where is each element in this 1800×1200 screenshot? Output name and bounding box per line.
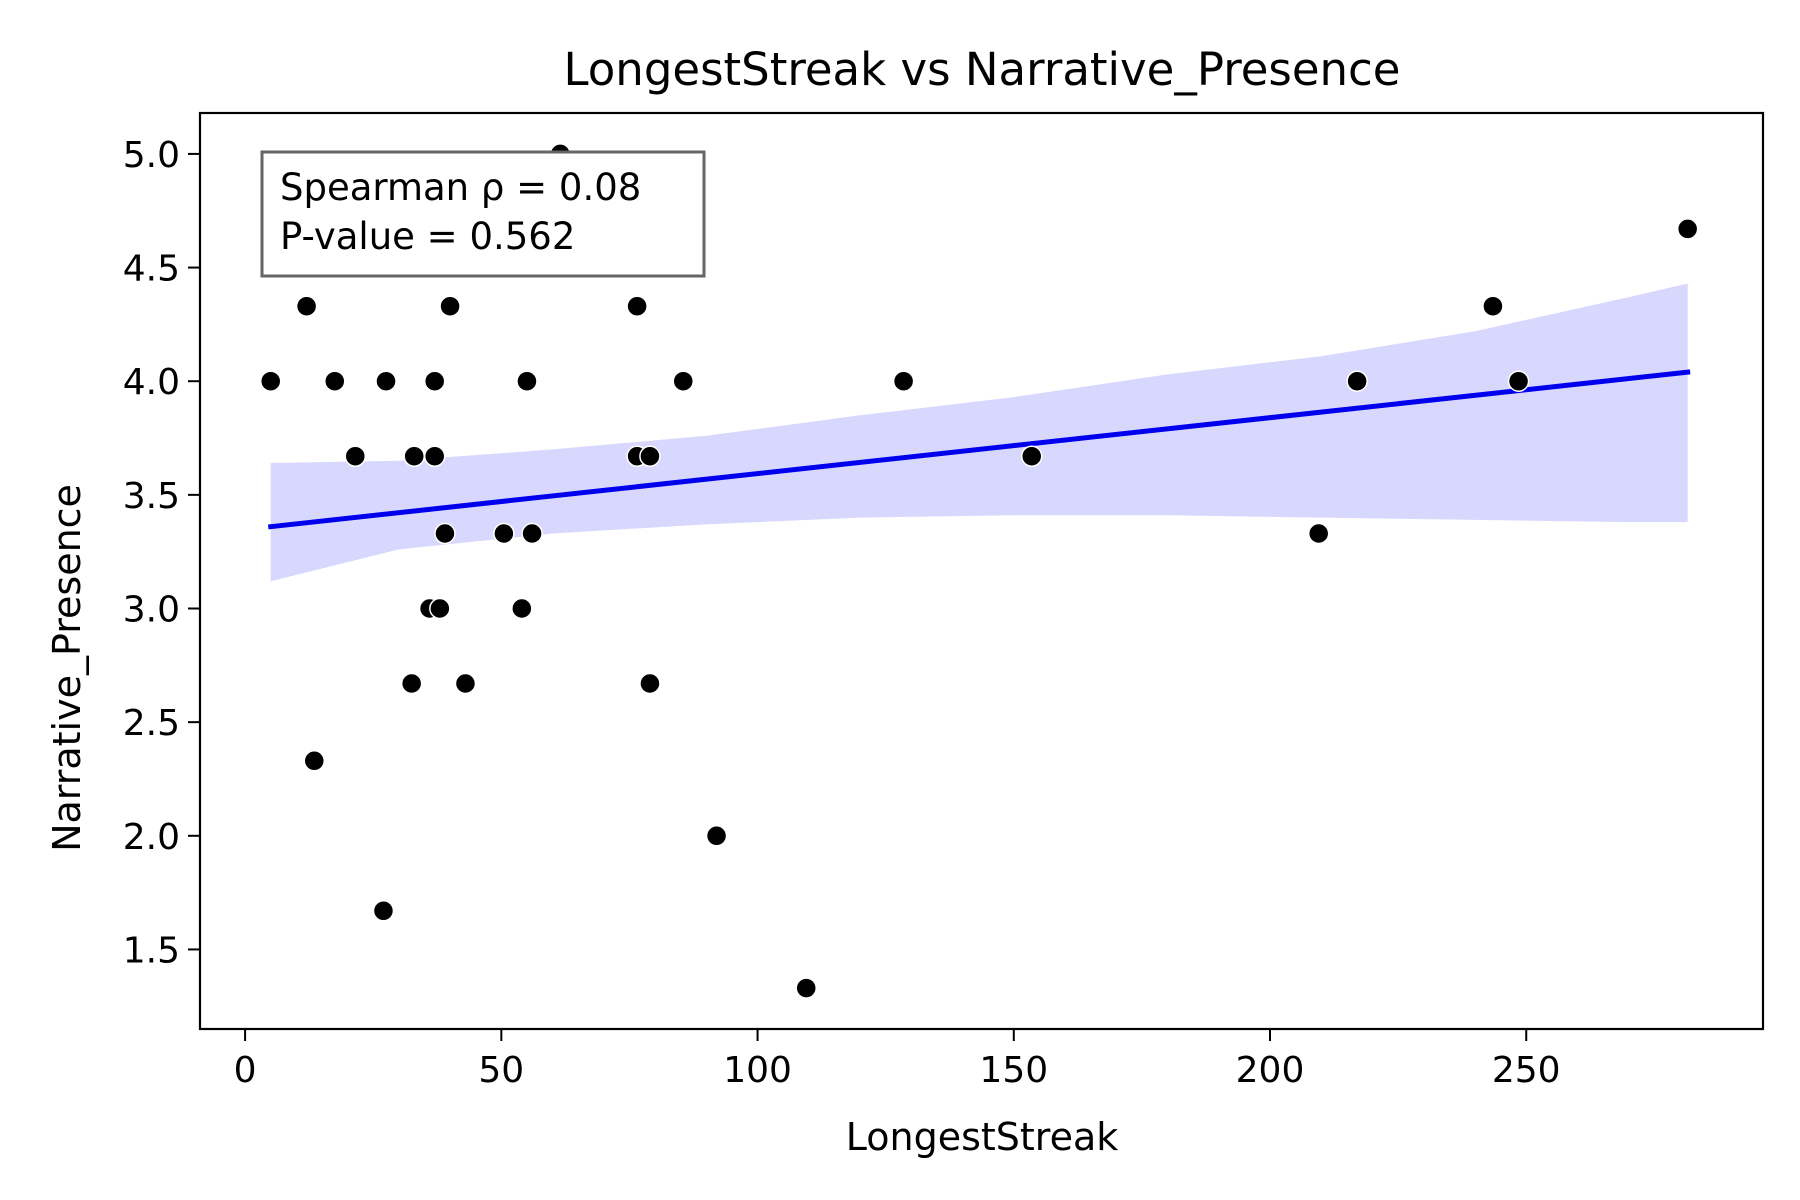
y-tick-label: 2.0	[123, 817, 180, 858]
data-point	[626, 295, 648, 317]
x-tick-label: 250	[1492, 1050, 1561, 1091]
data-point	[344, 445, 367, 467]
data-point	[1346, 370, 1368, 392]
y-axis-label: Narrative_Presence	[45, 484, 89, 852]
data-point	[423, 445, 446, 467]
data-point	[639, 445, 661, 467]
stats-annotation-box	[260, 150, 706, 278]
data-point	[375, 370, 397, 392]
data-point	[403, 445, 425, 467]
data-point	[795, 977, 817, 999]
data-point	[429, 597, 451, 620]
pvalue-text: P-value = 0.562	[280, 215, 575, 258]
data-point	[672, 370, 694, 392]
y-tick-label: 3.0	[123, 590, 180, 631]
data-point	[1482, 295, 1504, 317]
data-point	[516, 370, 538, 392]
y-tick-label: 2.5	[123, 703, 180, 744]
x-tick-label: 150	[979, 1050, 1048, 1091]
plot-area	[259, 143, 1699, 999]
data-point	[324, 370, 346, 392]
spearman-text: Spearman ρ = 0.08	[280, 166, 641, 209]
data-point	[372, 900, 395, 922]
y-tick-label: 4.5	[123, 249, 180, 290]
y-tick-label: 1.5	[123, 930, 180, 971]
confidence-band	[270, 283, 1688, 582]
data-point	[1307, 522, 1330, 545]
data-point	[1020, 445, 1043, 467]
data-point	[892, 370, 915, 392]
x-tick-label: 50	[478, 1050, 524, 1091]
data-point	[493, 522, 515, 545]
x-axis-label: LongestStreak	[846, 1115, 1119, 1159]
data-point	[454, 672, 477, 695]
y-tick-label: 4.0	[123, 362, 180, 403]
axes-layer: 0 50 100 150 200 250 1.5 2.0 2.5 3.0 3.5 4.0 4.5 5.0	[123, 111, 1765, 1091]
data-point	[511, 597, 533, 620]
x-tick-label: 100	[723, 1050, 792, 1091]
regression-line	[267, 369, 1691, 530]
x-tick-label: 200	[1236, 1050, 1305, 1091]
stats-annotation: Spearman ρ = 0.08 P-value = 0.562	[260, 150, 706, 278]
data-point	[295, 295, 318, 317]
data-point	[259, 370, 282, 392]
y-tick-label: 3.5	[123, 476, 180, 517]
data-point	[639, 672, 661, 695]
data-point	[303, 750, 326, 772]
data-point	[439, 295, 461, 317]
plot-frame	[198, 111, 1765, 1031]
y-tick-label: 5.0	[123, 135, 180, 176]
chart-title: LongestStreak vs Narrative_Presence	[563, 43, 1400, 96]
data-point	[423, 370, 446, 392]
data-point	[705, 825, 728, 847]
data-point	[1676, 218, 1699, 240]
data-point	[1507, 370, 1530, 392]
data-point	[434, 522, 456, 545]
data-point	[400, 672, 423, 695]
data-point	[521, 522, 543, 545]
x-tick-label: 0	[234, 1050, 257, 1091]
